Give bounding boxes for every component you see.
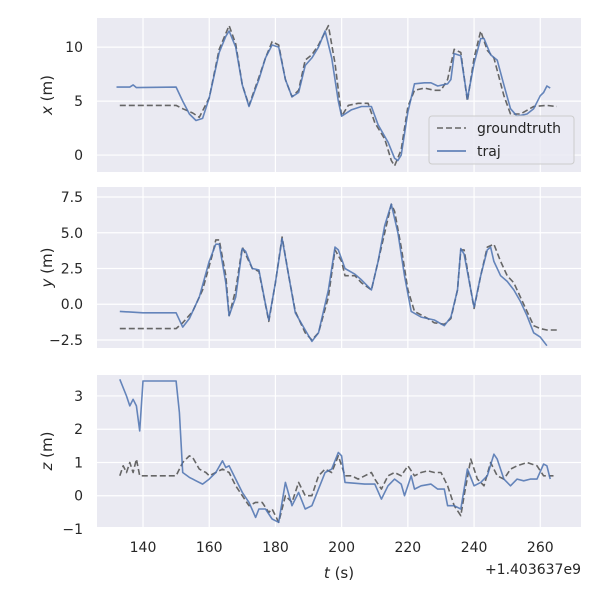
x-tick-label: 240 <box>461 540 488 556</box>
traj-line <box>119 203 548 347</box>
x-tick-label: 140 <box>130 540 157 556</box>
panel-z: 140 160 180 200 220 240 260 −1 0 1 2 3 z (m) <box>38 375 581 556</box>
legend-label-traj: traj <box>477 144 501 160</box>
y-tick-label: 7.5 <box>61 190 83 206</box>
legend-label-groundtruth: groundtruth <box>477 121 561 137</box>
legend: groundtruth traj <box>428 115 575 165</box>
x-tick-label: 260 <box>527 540 554 556</box>
panel-y: −2.5 0.0 2.5 5.0 7.5 y (m) <box>38 187 581 349</box>
x-tick-label: 160 <box>196 540 223 556</box>
y-tick-label: 1 <box>74 455 83 471</box>
x-tick-label: 200 <box>328 540 355 556</box>
y-axis-label: y (m) <box>38 248 56 289</box>
plot-background <box>97 375 581 527</box>
y-tick-label: 2.5 <box>61 262 83 278</box>
y-tick-label: −2.5 <box>49 333 83 349</box>
traj-line <box>119 379 551 524</box>
x-tick-label: 180 <box>262 540 289 556</box>
y-tick-label: 5 <box>74 94 83 110</box>
y-tick-label: 2 <box>74 422 83 438</box>
x-axis-label-unit: (s) <box>330 564 354 582</box>
y-tick-label: 0 <box>74 148 83 164</box>
y-axis-label-unit: (m) <box>38 432 56 463</box>
traj-line <box>116 30 551 162</box>
y-axis-label: x (m) <box>38 75 56 116</box>
plot-background <box>97 187 581 348</box>
y-axis-label-var: z <box>38 461 56 471</box>
y-tick-label: 5.0 <box>61 226 83 242</box>
x-tick-label: 220 <box>394 540 421 556</box>
y-tick-label: 0 <box>74 489 83 505</box>
y-tick-label: 10 <box>65 40 83 56</box>
y-axis-label-unit: (m) <box>38 75 56 106</box>
y-axis-label-unit: (m) <box>38 248 56 279</box>
y-tick-label: 0.0 <box>61 297 83 313</box>
y-axis-label-var: x <box>38 106 56 116</box>
groundtruth-line <box>119 203 557 341</box>
y-tick-label: −1 <box>62 522 83 538</box>
y-tick-label: 3 <box>74 389 83 405</box>
y-axis-label-var: y <box>38 277 56 288</box>
x-axis-label: t (s) <box>324 564 354 582</box>
groundtruth-line <box>119 455 554 524</box>
x-offset-text: +1.403637e9 <box>485 562 581 578</box>
panel-x: 0 5 10 x (m) groundtruth traj <box>38 18 581 172</box>
x-axis-label-var: t <box>324 564 331 582</box>
y-axis-label: z (m) <box>38 432 56 472</box>
